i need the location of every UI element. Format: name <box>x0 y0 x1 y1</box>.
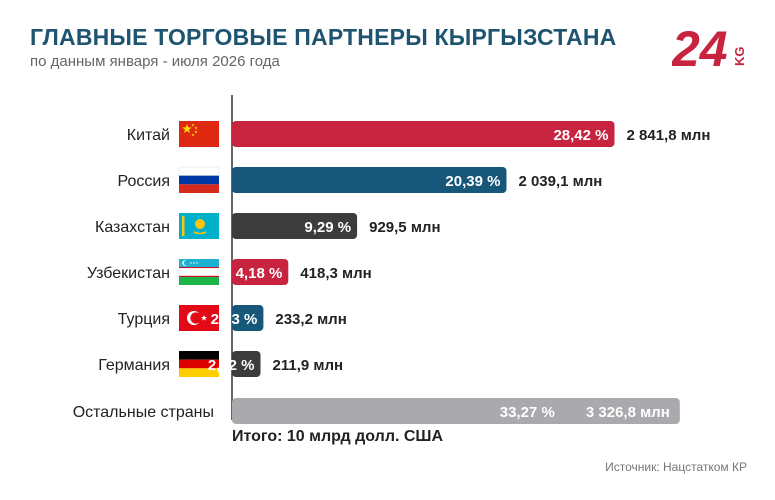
bar-value-label: 418,3 млн <box>300 265 371 282</box>
bar-percent-label: 4,18 % <box>236 265 283 282</box>
bar-percent-label: 2,33 % <box>211 311 258 328</box>
bar <box>232 259 289 285</box>
bar-percent-label: 28,42 % <box>553 127 608 144</box>
flag-russia-icon <box>178 166 220 193</box>
flag-turkey-icon <box>179 305 219 331</box>
flag-uzbekistan-icon <box>179 259 219 285</box>
brand-logo: 24 KG <box>672 22 747 74</box>
bar-value-label: 233,2 млн <box>275 311 346 328</box>
bar-value-label: 929,5 млн <box>369 219 440 236</box>
category-label: Германия <box>98 357 170 374</box>
total-note: Итого: 10 млрд долл. США <box>232 428 444 445</box>
bar-percent-label: 9,29 % <box>304 219 351 236</box>
logo-suffix: KG <box>732 47 747 67</box>
logo-number: 24 <box>672 22 728 74</box>
flag-germany-icon <box>179 351 219 377</box>
bar-value-label: 2 841,8 млн <box>627 127 711 144</box>
bar-value-label: 3 326,8 млн <box>586 404 670 421</box>
category-label: Китай <box>127 127 170 144</box>
bar <box>232 351 261 377</box>
bar-value-label: 2 039,1 млн <box>518 173 602 190</box>
bar <box>232 305 264 331</box>
bar-value-label: 211,9 млн <box>273 357 344 374</box>
category-label: Турция <box>118 311 170 328</box>
bar-percent-label: 33,27 % <box>500 404 555 421</box>
chart-subtitle: по данным января - июля 2026 года <box>30 53 280 70</box>
bar <box>232 398 680 424</box>
flag-kazakhstan-icon <box>179 213 219 239</box>
chart-title: ГЛАВНЫЕ ТОРГОВЫЕ ПАРТНЕРЫ КЫРГЫЗСТАНА <box>30 24 617 50</box>
bar <box>232 213 358 239</box>
bar <box>232 121 615 147</box>
category-label: Россия <box>118 173 170 190</box>
bar-percent-label: 2,12 % <box>208 357 255 374</box>
category-label: Узбекистан <box>87 265 170 282</box>
bar <box>232 167 507 193</box>
source-note: Источник: Нацстатком КР <box>605 460 747 474</box>
bar-percent-label: 20,39 % <box>445 173 500 190</box>
category-label: Остальные страны <box>73 404 214 421</box>
flag-china-icon <box>179 121 219 147</box>
category-label: Казахстан <box>95 219 170 236</box>
